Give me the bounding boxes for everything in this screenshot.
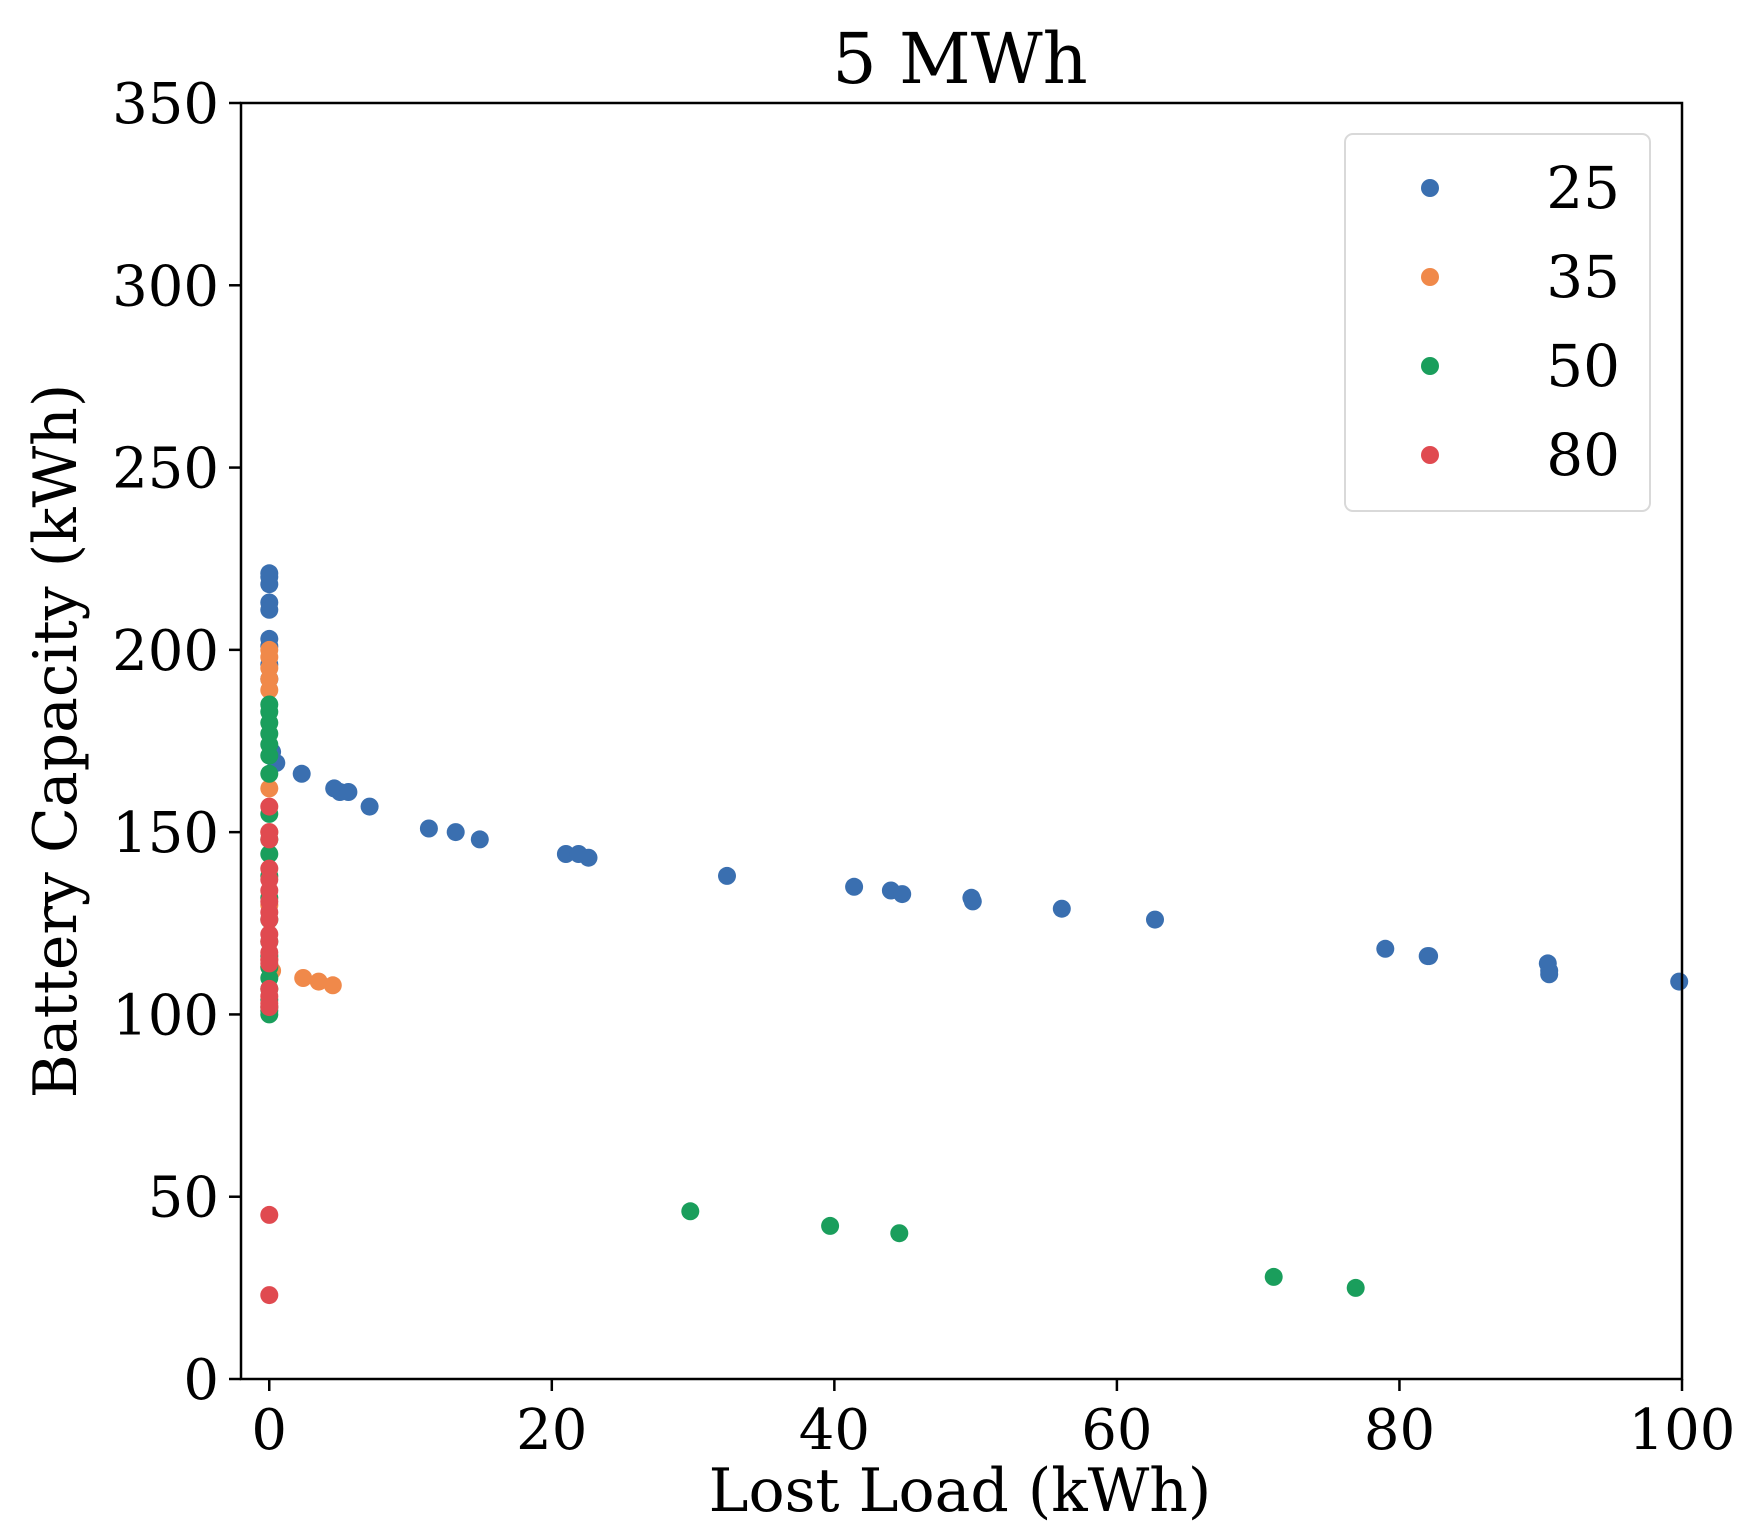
- point-series-25: [556, 845, 575, 863]
- legend: 25 35 50 80: [1344, 133, 1651, 512]
- point-series-35: [294, 969, 313, 987]
- point-series-80: [260, 830, 279, 849]
- point-series-25: [419, 819, 438, 838]
- point-series-25: [260, 600, 279, 619]
- point-series-25: [845, 877, 864, 896]
- point-series-50: [821, 1216, 840, 1235]
- legend-label-25: 25: [1546, 154, 1620, 222]
- point-series-25: [470, 830, 489, 849]
- x-tick-label: 100: [1629, 1398, 1736, 1463]
- x-tick-label: 20: [516, 1398, 587, 1463]
- point-series-25: [1052, 899, 1071, 918]
- x-tick-label: 80: [1364, 1398, 1435, 1463]
- point-series-50: [260, 845, 279, 863]
- point-series-80: [260, 1205, 279, 1224]
- legend-marker-35: [1421, 268, 1439, 286]
- point-series-25: [1146, 910, 1164, 929]
- y-tick-label: 50: [148, 1166, 219, 1231]
- y-tick-label: 150: [112, 801, 219, 866]
- point-series-25: [893, 885, 912, 904]
- point-series-50: [260, 746, 279, 765]
- x-tick-label: 40: [799, 1398, 870, 1463]
- legend-box: [1344, 133, 1651, 512]
- point-series-80: [260, 910, 279, 929]
- series-50: [260, 695, 1365, 1297]
- legend-marker-50: [1421, 357, 1439, 375]
- point-series-50: [681, 1202, 700, 1221]
- point-series-80: [260, 1286, 279, 1305]
- y-tick-label: 250: [112, 437, 219, 502]
- point-series-25: [1376, 939, 1395, 958]
- legend-label-80: 80: [1546, 421, 1620, 489]
- point-series-35: [323, 976, 342, 995]
- series-80: [260, 797, 279, 1305]
- point-series-50: [260, 764, 279, 783]
- data-points: [260, 564, 1689, 1305]
- legend-marker-80: [1421, 446, 1439, 464]
- point-series-80: [260, 954, 279, 973]
- point-series-25: [963, 892, 982, 911]
- point-series-35: [260, 779, 279, 798]
- point-series-25: [579, 848, 598, 867]
- point-series-25: [1420, 947, 1439, 966]
- legend-label-50: 50: [1546, 332, 1620, 400]
- point-series-35: [260, 681, 279, 699]
- point-series-25: [360, 797, 379, 816]
- point-series-25: [260, 575, 279, 594]
- point-series-25: [1540, 965, 1559, 984]
- legend-entries: 25 35 50 80: [1421, 154, 1620, 489]
- point-series-25: [292, 764, 311, 783]
- series-25: [260, 564, 1689, 991]
- point-series-25: [339, 783, 358, 801]
- legend-label-35: 35: [1546, 243, 1620, 311]
- y-tick-label: 300: [112, 254, 219, 319]
- x-axis-label: Lost Load (kWh): [709, 1456, 1212, 1526]
- legend-marker-25: [1421, 179, 1439, 197]
- y-tick-label: 100: [112, 983, 219, 1048]
- y-axis-label: Battery Capacity (kWh): [21, 384, 91, 1098]
- point-series-80: [260, 797, 279, 816]
- point-series-50: [890, 1224, 909, 1243]
- x-axis-ticks: 0 20 40 60 80 100: [251, 1379, 1735, 1463]
- x-tick-label: 60: [1081, 1398, 1152, 1463]
- point-series-50: [1346, 1278, 1365, 1297]
- point-series-50: [1264, 1267, 1283, 1286]
- x-tick-label: 0: [251, 1398, 287, 1463]
- y-tick-label: 350: [112, 72, 219, 137]
- plot-area-frame: [239, 101, 1684, 1381]
- y-tick-label: 0: [183, 1348, 219, 1413]
- point-series-25: [718, 866, 736, 885]
- y-tick-label: 200: [112, 619, 219, 684]
- point-series-25: [1670, 972, 1689, 991]
- chart-title: 5 MWh: [832, 18, 1088, 100]
- point-series-35: [309, 972, 328, 991]
- point-series-25: [446, 823, 465, 842]
- y-axis-ticks: 0 50 100 150 200 250 300 350: [112, 72, 241, 1413]
- point-series-80: [260, 998, 279, 1017]
